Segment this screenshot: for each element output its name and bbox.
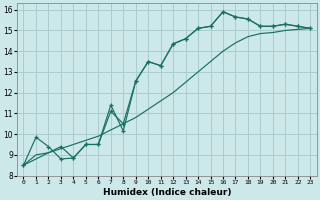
X-axis label: Humidex (Indice chaleur): Humidex (Indice chaleur) bbox=[103, 188, 231, 197]
